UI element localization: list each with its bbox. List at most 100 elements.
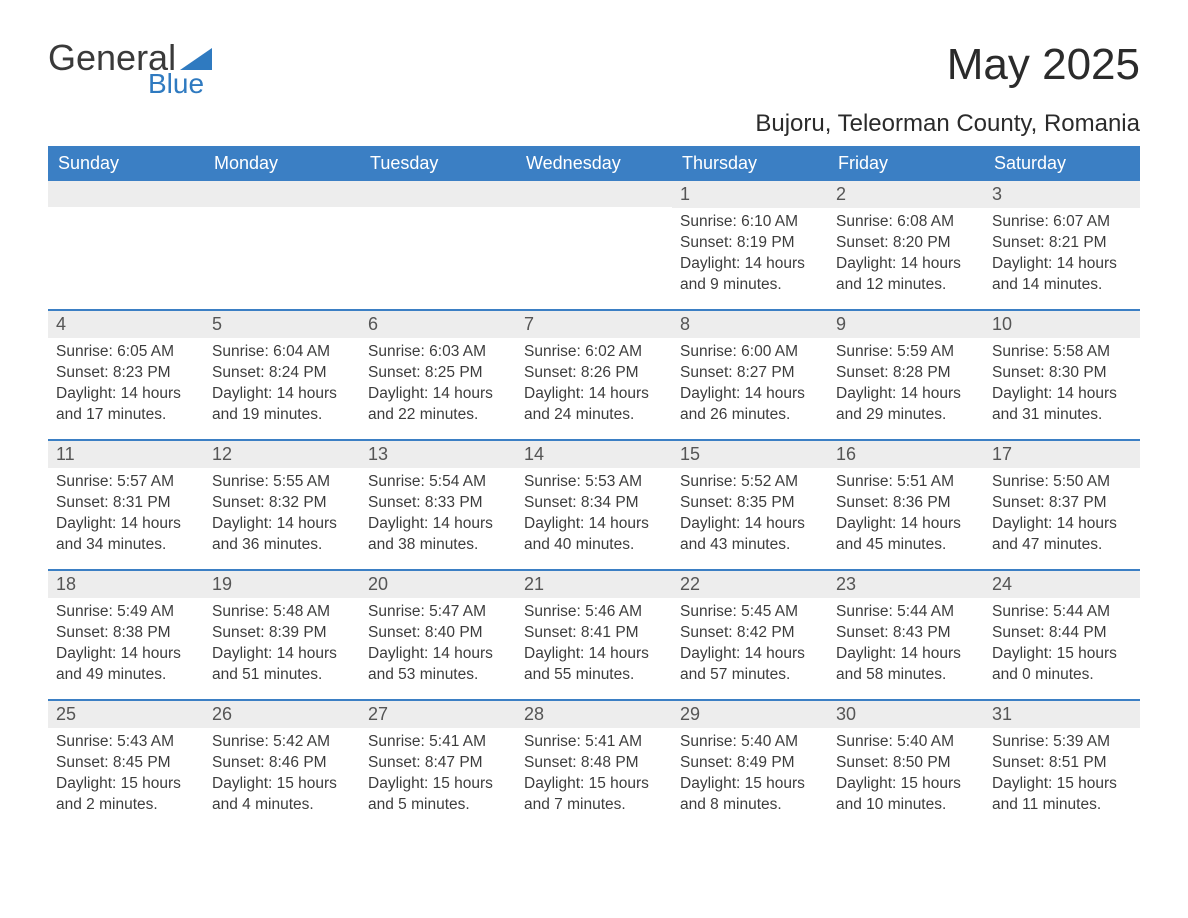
day-body: Sunrise: 6:08 AMSunset: 8:20 PMDaylight:…	[828, 208, 984, 304]
daylight-text: Daylight: 15 hours and 4 minutes.	[212, 774, 352, 816]
day-body: Sunrise: 6:03 AMSunset: 8:25 PMDaylight:…	[360, 338, 516, 434]
day-cell: 17Sunrise: 5:50 AMSunset: 8:37 PMDayligh…	[984, 441, 1140, 569]
day-number: 10	[984, 311, 1140, 338]
day-number: 5	[204, 311, 360, 338]
daylight-text: Daylight: 15 hours and 2 minutes.	[56, 774, 196, 816]
day-cell: 23Sunrise: 5:44 AMSunset: 8:43 PMDayligh…	[828, 571, 984, 699]
daylight-text: Daylight: 14 hours and 43 minutes.	[680, 514, 820, 556]
day-cell: 3Sunrise: 6:07 AMSunset: 8:21 PMDaylight…	[984, 181, 1140, 309]
sunrise-text: Sunrise: 5:45 AM	[680, 602, 820, 623]
day-body: Sunrise: 5:48 AMSunset: 8:39 PMDaylight:…	[204, 598, 360, 694]
day-number: 16	[828, 441, 984, 468]
sunset-text: Sunset: 8:48 PM	[524, 753, 664, 774]
day-cell: 2Sunrise: 6:08 AMSunset: 8:20 PMDaylight…	[828, 181, 984, 309]
day-number: 13	[360, 441, 516, 468]
daylight-text: Daylight: 15 hours and 5 minutes.	[368, 774, 508, 816]
day-body: Sunrise: 5:40 AMSunset: 8:50 PMDaylight:…	[828, 728, 984, 824]
weekday-header: Wednesday	[516, 146, 672, 181]
day-cell: 5Sunrise: 6:04 AMSunset: 8:24 PMDaylight…	[204, 311, 360, 439]
title-block: May 2025	[947, 40, 1140, 90]
sunrise-text: Sunrise: 5:43 AM	[56, 732, 196, 753]
sunrise-text: Sunrise: 5:46 AM	[524, 602, 664, 623]
day-number: 31	[984, 701, 1140, 728]
day-cell	[516, 181, 672, 309]
day-body: Sunrise: 5:47 AMSunset: 8:40 PMDaylight:…	[360, 598, 516, 694]
weekday-header: Tuesday	[360, 146, 516, 181]
sunrise-text: Sunrise: 6:02 AM	[524, 342, 664, 363]
day-body: Sunrise: 5:41 AMSunset: 8:47 PMDaylight:…	[360, 728, 516, 824]
day-number: 26	[204, 701, 360, 728]
day-body: Sunrise: 6:10 AMSunset: 8:19 PMDaylight:…	[672, 208, 828, 304]
day-number: 20	[360, 571, 516, 598]
daylight-text: Daylight: 14 hours and 9 minutes.	[680, 254, 820, 296]
page-header: General Blue May 2025	[48, 40, 1140, 98]
day-body: Sunrise: 6:04 AMSunset: 8:24 PMDaylight:…	[204, 338, 360, 434]
day-number: 25	[48, 701, 204, 728]
sunset-text: Sunset: 8:28 PM	[836, 363, 976, 384]
day-body: Sunrise: 5:44 AMSunset: 8:43 PMDaylight:…	[828, 598, 984, 694]
day-cell: 12Sunrise: 5:55 AMSunset: 8:32 PMDayligh…	[204, 441, 360, 569]
day-number: 30	[828, 701, 984, 728]
sunset-text: Sunset: 8:51 PM	[992, 753, 1132, 774]
day-body: Sunrise: 5:45 AMSunset: 8:42 PMDaylight:…	[672, 598, 828, 694]
day-cell: 26Sunrise: 5:42 AMSunset: 8:46 PMDayligh…	[204, 701, 360, 829]
daylight-text: Daylight: 14 hours and 53 minutes.	[368, 644, 508, 686]
day-number: 2	[828, 181, 984, 208]
sunrise-text: Sunrise: 5:42 AM	[212, 732, 352, 753]
daylight-text: Daylight: 14 hours and 36 minutes.	[212, 514, 352, 556]
day-number	[360, 181, 516, 207]
sunset-text: Sunset: 8:40 PM	[368, 623, 508, 644]
day-body: Sunrise: 6:07 AMSunset: 8:21 PMDaylight:…	[984, 208, 1140, 304]
location-label: Bujoru, Teleorman County, Romania	[48, 110, 1140, 138]
day-cell	[48, 181, 204, 309]
daylight-text: Daylight: 15 hours and 11 minutes.	[992, 774, 1132, 816]
day-cell: 9Sunrise: 5:59 AMSunset: 8:28 PMDaylight…	[828, 311, 984, 439]
day-body: Sunrise: 5:41 AMSunset: 8:48 PMDaylight:…	[516, 728, 672, 824]
daylight-text: Daylight: 14 hours and 22 minutes.	[368, 384, 508, 426]
day-body: Sunrise: 5:46 AMSunset: 8:41 PMDaylight:…	[516, 598, 672, 694]
day-body: Sunrise: 5:54 AMSunset: 8:33 PMDaylight:…	[360, 468, 516, 564]
day-number: 7	[516, 311, 672, 338]
day-number: 18	[48, 571, 204, 598]
day-number	[48, 181, 204, 207]
sunrise-text: Sunrise: 5:48 AM	[212, 602, 352, 623]
sunset-text: Sunset: 8:35 PM	[680, 493, 820, 514]
day-number: 11	[48, 441, 204, 468]
day-number: 1	[672, 181, 828, 208]
day-cell: 16Sunrise: 5:51 AMSunset: 8:36 PMDayligh…	[828, 441, 984, 569]
day-number: 14	[516, 441, 672, 468]
sunset-text: Sunset: 8:20 PM	[836, 233, 976, 254]
day-cell: 14Sunrise: 5:53 AMSunset: 8:34 PMDayligh…	[516, 441, 672, 569]
sunrise-text: Sunrise: 6:10 AM	[680, 212, 820, 233]
day-cell: 20Sunrise: 5:47 AMSunset: 8:40 PMDayligh…	[360, 571, 516, 699]
day-cell: 30Sunrise: 5:40 AMSunset: 8:50 PMDayligh…	[828, 701, 984, 829]
day-body: Sunrise: 5:53 AMSunset: 8:34 PMDaylight:…	[516, 468, 672, 564]
weekday-header: Thursday	[672, 146, 828, 181]
sunrise-text: Sunrise: 5:44 AM	[836, 602, 976, 623]
sunset-text: Sunset: 8:24 PM	[212, 363, 352, 384]
day-number: 19	[204, 571, 360, 598]
day-cell: 31Sunrise: 5:39 AMSunset: 8:51 PMDayligh…	[984, 701, 1140, 829]
sunrise-text: Sunrise: 5:41 AM	[368, 732, 508, 753]
day-number: 22	[672, 571, 828, 598]
day-body: Sunrise: 5:51 AMSunset: 8:36 PMDaylight:…	[828, 468, 984, 564]
day-cell: 7Sunrise: 6:02 AMSunset: 8:26 PMDaylight…	[516, 311, 672, 439]
weekday-header: Friday	[828, 146, 984, 181]
sunset-text: Sunset: 8:47 PM	[368, 753, 508, 774]
day-number: 24	[984, 571, 1140, 598]
day-cell: 29Sunrise: 5:40 AMSunset: 8:49 PMDayligh…	[672, 701, 828, 829]
sunset-text: Sunset: 8:39 PM	[212, 623, 352, 644]
day-body: Sunrise: 6:02 AMSunset: 8:26 PMDaylight:…	[516, 338, 672, 434]
week-row: 11Sunrise: 5:57 AMSunset: 8:31 PMDayligh…	[48, 439, 1140, 569]
daylight-text: Daylight: 14 hours and 40 minutes.	[524, 514, 664, 556]
sunset-text: Sunset: 8:33 PM	[368, 493, 508, 514]
sunset-text: Sunset: 8:26 PM	[524, 363, 664, 384]
daylight-text: Daylight: 14 hours and 26 minutes.	[680, 384, 820, 426]
daylight-text: Daylight: 15 hours and 8 minutes.	[680, 774, 820, 816]
day-body: Sunrise: 6:00 AMSunset: 8:27 PMDaylight:…	[672, 338, 828, 434]
sunrise-text: Sunrise: 5:50 AM	[992, 472, 1132, 493]
sunrise-text: Sunrise: 5:47 AM	[368, 602, 508, 623]
daylight-text: Daylight: 14 hours and 38 minutes.	[368, 514, 508, 556]
day-cell: 8Sunrise: 6:00 AMSunset: 8:27 PMDaylight…	[672, 311, 828, 439]
sunrise-text: Sunrise: 5:55 AM	[212, 472, 352, 493]
